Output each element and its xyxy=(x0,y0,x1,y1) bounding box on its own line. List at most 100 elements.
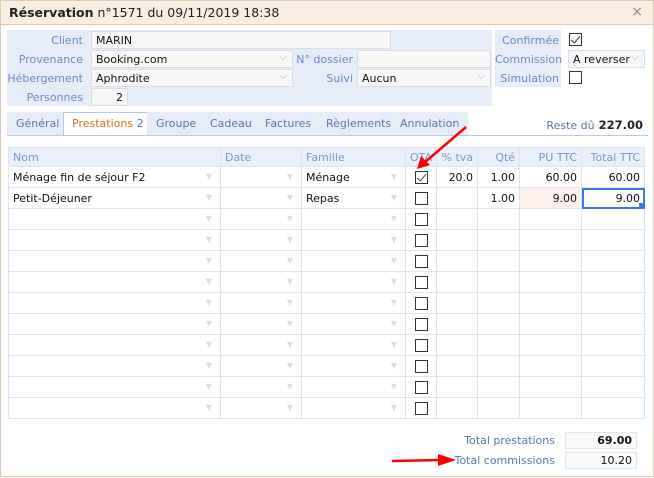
cell-total-ttc[interactable] xyxy=(581,355,646,377)
cell-tva[interactable] xyxy=(436,313,479,335)
dropdown-arrow-icon[interactable]: ▼ xyxy=(205,319,212,328)
cell-pu-ttc[interactable] xyxy=(519,334,583,356)
cell-nom[interactable]: Ménage fin de séjour F2 ▼ xyxy=(8,166,221,188)
cell-nom[interactable]: ▼ xyxy=(8,208,221,230)
column-header[interactable]: % tva xyxy=(436,147,479,167)
dropdown-arrow-icon[interactable]: ▼ xyxy=(205,172,212,181)
cell-date[interactable]: ▼ xyxy=(220,187,302,209)
dropdown-arrow-icon[interactable]: ▼ xyxy=(390,277,397,286)
ota-checkbox[interactable] xyxy=(414,359,428,373)
ota-checkbox[interactable] xyxy=(414,233,428,247)
dropdown-arrow-icon[interactable]: ▼ xyxy=(205,298,212,307)
dropdown-arrow-icon[interactable]: ▼ xyxy=(205,361,212,370)
cell-ota[interactable] xyxy=(404,187,438,209)
table-row[interactable]: ▼ ▼ ▼ xyxy=(8,229,646,251)
cell-ota[interactable] xyxy=(404,229,438,251)
close-icon[interactable]: × xyxy=(631,4,643,20)
column-header[interactable]: Nom xyxy=(8,147,221,167)
cell-tva[interactable] xyxy=(436,271,479,293)
cell-qte[interactable]: 1.00 xyxy=(477,166,521,188)
cell-pu-ttc[interactable] xyxy=(519,292,583,314)
cell-total-ttc[interactable]: 60.00 xyxy=(581,166,646,188)
cell-pu-ttc[interactable] xyxy=(519,208,583,230)
ota-checkbox[interactable] xyxy=(414,212,428,226)
cell-famille[interactable]: ▼ xyxy=(301,271,406,293)
cell-qte[interactable] xyxy=(477,292,521,314)
column-header[interactable]: OTA xyxy=(404,147,438,167)
cell-famille[interactable]: ▼ xyxy=(301,334,406,356)
fill-handle[interactable] xyxy=(639,203,644,208)
cell-famille[interactable]: ▼ xyxy=(301,208,406,230)
cell-nom[interactable]: Petit-Déjeuner ▼ xyxy=(8,187,221,209)
cell-famille[interactable]: ▼ xyxy=(301,292,406,314)
cell-total-ttc[interactable] xyxy=(581,292,646,314)
cell-pu-ttc[interactable] xyxy=(519,355,583,377)
cell-tva[interactable] xyxy=(436,187,479,209)
dropdown-arrow-icon[interactable]: ▼ xyxy=(205,214,212,223)
dropdown-arrow-icon[interactable]: ▼ xyxy=(286,235,293,244)
table-row[interactable]: ▼ ▼ ▼ xyxy=(8,208,646,230)
dropdown-arrow-icon[interactable]: ▼ xyxy=(286,172,293,181)
client-input[interactable]: MARIN xyxy=(91,31,391,49)
simulation-checkbox[interactable] xyxy=(569,71,582,84)
dropdown-arrow-icon[interactable]: ▼ xyxy=(390,382,397,391)
tab-prestations[interactable]: Prestations 2 xyxy=(63,112,153,136)
dropdown-arrow-icon[interactable]: ▼ xyxy=(390,340,397,349)
dropdown-arrow-icon[interactable]: ▼ xyxy=(390,256,397,265)
cell-qte[interactable] xyxy=(477,250,521,272)
cell-pu-ttc[interactable] xyxy=(519,397,583,419)
ota-checkbox[interactable] xyxy=(414,380,428,394)
dropdown-arrow-icon[interactable]: ▼ xyxy=(286,361,293,370)
tab-reglements[interactable]: Règlements xyxy=(317,112,401,135)
cell-ota[interactable] xyxy=(404,355,438,377)
cell-pu-ttc[interactable] xyxy=(519,313,583,335)
commission-select[interactable]: A reverser ⌵ xyxy=(568,50,645,68)
cell-ota[interactable] xyxy=(404,292,438,314)
cell-pu-ttc[interactable]: 9.00 xyxy=(519,187,583,209)
dropdown-arrow-icon[interactable]: ▼ xyxy=(390,172,397,181)
table-row[interactable]: Petit-Déjeuner ▼ ▼ Repas ▼ 1.00 9.00 9.00 xyxy=(8,187,646,209)
cell-total-ttc[interactable] xyxy=(581,334,646,356)
dropdown-arrow-icon[interactable]: ▼ xyxy=(205,382,212,391)
suivi-select[interactable]: Aucun ⌵ xyxy=(357,69,491,87)
cell-date[interactable]: ▼ xyxy=(220,229,302,251)
cell-pu-ttc[interactable] xyxy=(519,376,583,398)
dropdown-arrow-icon[interactable]: ▼ xyxy=(390,361,397,370)
cell-tva[interactable] xyxy=(436,292,479,314)
cell-tva[interactable] xyxy=(436,376,479,398)
cell-total-ttc[interactable] xyxy=(581,208,646,230)
cell-total-ttc[interactable] xyxy=(581,376,646,398)
table-row[interactable]: ▼ ▼ ▼ xyxy=(8,250,646,272)
dropdown-arrow-icon[interactable]: ▼ xyxy=(286,298,293,307)
cell-tva[interactable] xyxy=(436,397,479,419)
ota-checkbox[interactable] xyxy=(414,254,428,268)
dossier-input[interactable] xyxy=(357,50,491,68)
cell-total-ttc[interactable]: 9.00 xyxy=(581,187,646,209)
cell-famille[interactable]: Ménage ▼ xyxy=(301,166,406,188)
cell-famille[interactable]: ▼ xyxy=(301,229,406,251)
cell-qte[interactable] xyxy=(477,271,521,293)
ota-checkbox[interactable] xyxy=(414,296,428,310)
cell-tva[interactable] xyxy=(436,229,479,251)
table-row[interactable]: ▼ ▼ ▼ xyxy=(8,397,646,419)
dropdown-arrow-icon[interactable]: ▼ xyxy=(286,403,293,412)
cell-qte[interactable] xyxy=(477,313,521,335)
personnes-input[interactable]: 2 xyxy=(91,88,128,106)
ota-checkbox[interactable] xyxy=(414,275,428,289)
table-row[interactable]: ▼ ▼ ▼ xyxy=(8,376,646,398)
cell-total-ttc[interactable] xyxy=(581,397,646,419)
dropdown-arrow-icon[interactable]: ▼ xyxy=(390,298,397,307)
cell-date[interactable]: ▼ xyxy=(220,334,302,356)
dropdown-arrow-icon[interactable]: ▼ xyxy=(205,193,212,202)
dropdown-arrow-icon[interactable]: ▼ xyxy=(205,340,212,349)
dropdown-arrow-icon[interactable]: ▼ xyxy=(286,382,293,391)
table-row[interactable]: ▼ ▼ ▼ xyxy=(8,292,646,314)
cell-tva[interactable] xyxy=(436,250,479,272)
cell-famille[interactable]: ▼ xyxy=(301,397,406,419)
cell-pu-ttc[interactable]: 60.00 xyxy=(519,166,583,188)
cell-ota[interactable] xyxy=(404,271,438,293)
table-row[interactable]: Ménage fin de séjour F2 ▼ ▼ Ménage ▼ 20.0 1.00… xyxy=(8,166,646,188)
table-row[interactable]: ▼ ▼ ▼ xyxy=(8,334,646,356)
ota-checkbox[interactable] xyxy=(414,338,428,352)
dropdown-arrow-icon[interactable]: ▼ xyxy=(390,214,397,223)
